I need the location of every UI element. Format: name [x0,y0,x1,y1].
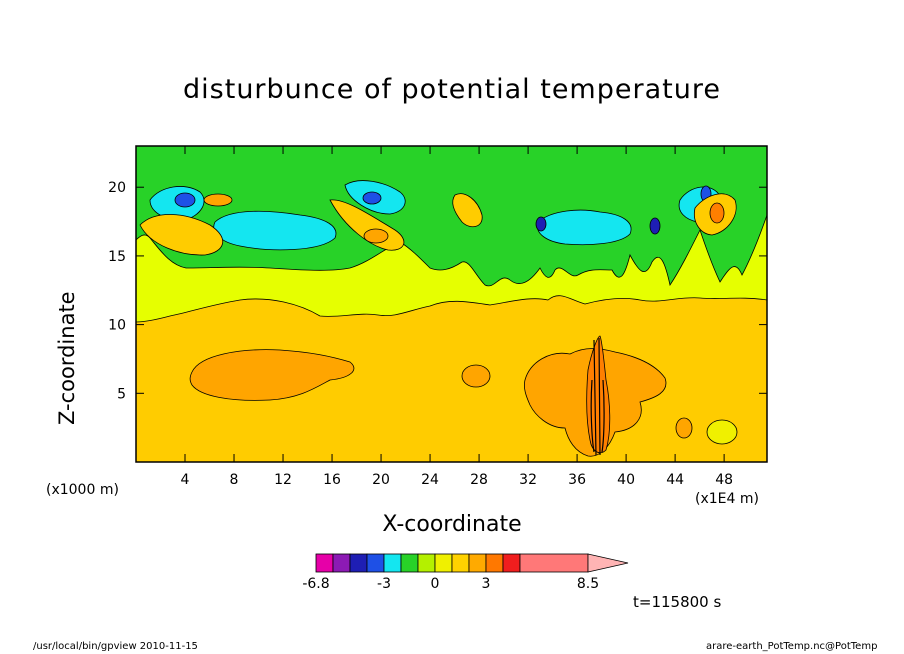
contour-field [136,146,767,462]
plot-frame [135,145,768,463]
blob-cyan-center [536,209,632,246]
colorbar: -6.8 -3 0 3 8.5 [302,553,629,592]
footer-left: /usr/local/bin/gpview 2010-11-15 [33,641,198,652]
y-axis-unit: (x1000 m) [46,482,119,498]
band-green [136,146,767,287]
x-tick-label: 36 [568,472,586,488]
y-tick-label: 10 [108,318,126,334]
x-axis: 4 8 12 16 20 24 28 32 36 40 44 48 [181,146,733,488]
upper-orange-4 [709,202,725,224]
colorbar-label: 8.5 [577,576,599,592]
core-blue-2 [362,191,382,205]
x-tick-label: 8 [230,472,239,488]
x-tick-label: 20 [372,472,390,488]
x-tick-label: 48 [715,472,733,488]
x-tick-label: 4 [181,472,190,488]
colorbar-arrow [587,553,629,573]
colorbar-swatch [315,553,334,573]
colorbar-label: 0 [431,576,440,592]
colorbar-swatch [383,553,402,573]
colorbar-swatch [349,553,368,573]
colorbar-swatch [468,553,487,573]
x-tick-label: 32 [519,472,537,488]
low-orange-small [461,364,491,388]
colorbar-label: 3 [482,576,491,592]
x-tick-label: 16 [323,472,341,488]
colorbar-label: -3 [377,576,391,592]
upper-orange-2 [363,228,389,244]
low-orange-rb [675,417,693,439]
x-tick-label: 24 [421,472,439,488]
chart-title: disturbunce of potential temperature [183,74,721,105]
y-axis: 5 10 15 20 [108,180,767,402]
colorbar-swatch [434,553,453,573]
footer-right: arare-earth_PotTemp.nc@PotTemp [706,641,878,652]
core-blue-3 [535,216,547,232]
upper-gold-3 [452,193,483,228]
x-axis-unit: (x1E4 m) [695,491,759,507]
colorbar-swatch [451,553,470,573]
y-tick-label: 5 [117,386,126,402]
colorbar-swatch [332,553,351,573]
colorbar-swatch [366,553,385,573]
x-tick-label: 28 [470,472,488,488]
core-blue-4 [649,217,661,235]
blob-cyan-top [213,210,337,251]
colorbar-label: -6.8 [302,576,329,592]
y-tick-label: 15 [108,249,126,265]
core-dark [590,337,605,456]
upper-orange-1 [203,193,233,207]
colorbar-swatch [417,553,436,573]
y-tick-label: 20 [108,180,126,196]
x-tick-label: 44 [666,472,684,488]
core-blue-1 [174,192,196,208]
x-axis-label: X-coordinate [382,512,522,537]
colorbar-swatch [502,553,521,573]
colorbar-swatch [519,553,589,573]
colorbar-swatch [400,553,419,573]
x-tick-label: 12 [274,472,292,488]
spot-yellow [706,419,738,445]
time-label: t=115800 s [633,593,722,611]
colorbar-swatch [485,553,504,573]
upper-gold-1 [139,214,223,256]
y-axis-label: Z-coordinate [55,291,79,425]
x-tick-label: 40 [617,472,635,488]
low-orange-left [189,349,355,401]
